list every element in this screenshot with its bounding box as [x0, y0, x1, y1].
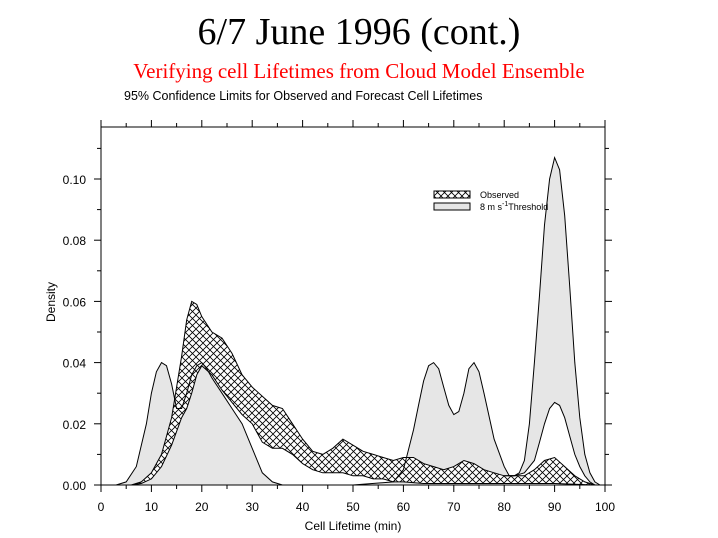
x-tick-label: 80 — [498, 500, 512, 514]
y-tick-label: 0.02 — [63, 418, 87, 432]
chart-subtitle: Verifying cell Lifetimes from Cloud Mode… — [133, 59, 585, 83]
y-tick-label: 0.00 — [63, 479, 87, 493]
legend-swatch-observed — [433, 190, 471, 199]
axes: 0 10 20 30 40 50 60 70 80 90 100 0.00 0.02 0.04 0.06 0.… — [63, 120, 615, 514]
x-tick-label: 40 — [296, 500, 310, 514]
threshold-band — [116, 157, 600, 485]
x-axis-label: Cell Lifetime (min) — [305, 519, 402, 533]
threshold-upper-line — [115, 155, 601, 486]
legend-swatch-threshold — [433, 202, 471, 211]
page-title: 6/7 June 1996 (cont.) — [197, 11, 521, 53]
x-tick-label: 20 — [195, 500, 209, 514]
legend: Observed 8 m s-1Threshold — [433, 190, 548, 212]
x-tick-label: 70 — [447, 500, 461, 514]
x-tick-label: 0 — [98, 500, 105, 514]
legend-label-threshold: 8 m s-1Threshold — [480, 201, 548, 212]
x-tick-label: 50 — [346, 500, 360, 514]
chart-caption: 95% Confidence Limits for Observed and F… — [124, 89, 483, 103]
observed-band — [131, 300, 596, 486]
y-tick-label: 0.10 — [63, 173, 87, 187]
threshold-lower-line — [504, 401, 600, 486]
y-axis-label: Density — [44, 282, 58, 322]
x-tick-label: 60 — [397, 500, 411, 514]
plot-area — [115, 155, 601, 486]
x-tick-label: 30 — [246, 500, 260, 514]
y-tick-label: 0.06 — [63, 295, 87, 309]
y-tick-label: 0.08 — [63, 234, 87, 248]
legend-label-observed: Observed — [480, 190, 519, 200]
y-tick-label: 0.04 — [63, 357, 87, 371]
x-tick-label: 90 — [548, 500, 562, 514]
x-tick-label: 100 — [595, 500, 615, 514]
x-tick-label: 10 — [145, 500, 159, 514]
